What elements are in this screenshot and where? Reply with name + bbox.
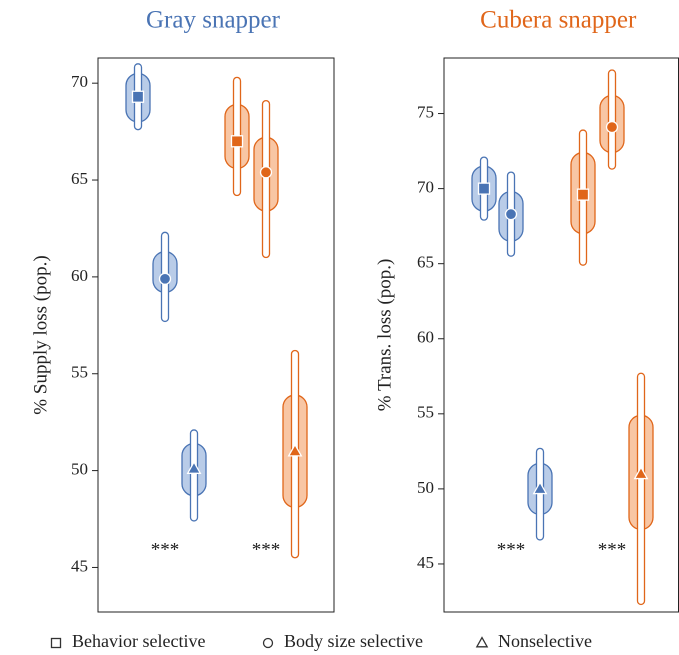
point-circle — [605, 120, 619, 134]
significance: *** — [598, 539, 627, 560]
y-tick-label: 55 — [417, 403, 434, 422]
plot-frame — [97, 57, 335, 613]
point-triangle — [475, 636, 489, 648]
significance: *** — [151, 539, 180, 560]
outer-interval — [607, 69, 617, 170]
outer-interval — [261, 99, 271, 259]
y-tick-label: 60 — [71, 266, 88, 285]
outer-interval — [636, 372, 646, 606]
point-square — [50, 637, 62, 649]
y-tick-label: 75 — [417, 102, 434, 121]
y-axis-label: % Supply loss (pop.) — [30, 255, 51, 414]
y-tick-label: 70 — [417, 178, 434, 197]
marker-legend: Behavior selective — [72, 631, 205, 651]
y-tick-label: 45 — [417, 553, 434, 572]
species-legend: Cubera snapper — [480, 7, 637, 34]
significance: *** — [497, 539, 526, 560]
point-triangle — [532, 480, 548, 495]
y-axis-label: % Trans. loss (pop.) — [374, 259, 395, 412]
point-circle — [262, 637, 274, 649]
outer-interval — [189, 429, 199, 522]
y-tick-label: 55 — [71, 363, 88, 382]
y-tick-label: 50 — [71, 460, 88, 479]
point-square — [230, 135, 244, 148]
point-square — [576, 188, 590, 201]
point-circle — [504, 207, 518, 221]
y-tick-label: 65 — [417, 253, 434, 272]
point-square — [131, 90, 145, 103]
species-legend: Gray snapper — [146, 7, 281, 34]
y-tick-label: 60 — [417, 328, 434, 347]
point-triangle — [633, 465, 649, 480]
y-tick-label: 70 — [71, 72, 88, 91]
point-triangle — [287, 443, 303, 457]
significance: *** — [252, 539, 281, 560]
point-triangle — [186, 460, 202, 474]
marker-legend: Nonselective — [498, 631, 592, 651]
point-circle — [259, 166, 273, 179]
point-circle — [158, 272, 172, 285]
y-tick-label: 45 — [71, 556, 88, 575]
y-tick-label: 50 — [417, 478, 434, 497]
marker-legend: Body size selective — [284, 631, 423, 651]
y-tick-label: 65 — [71, 169, 88, 188]
point-square — [477, 182, 491, 195]
